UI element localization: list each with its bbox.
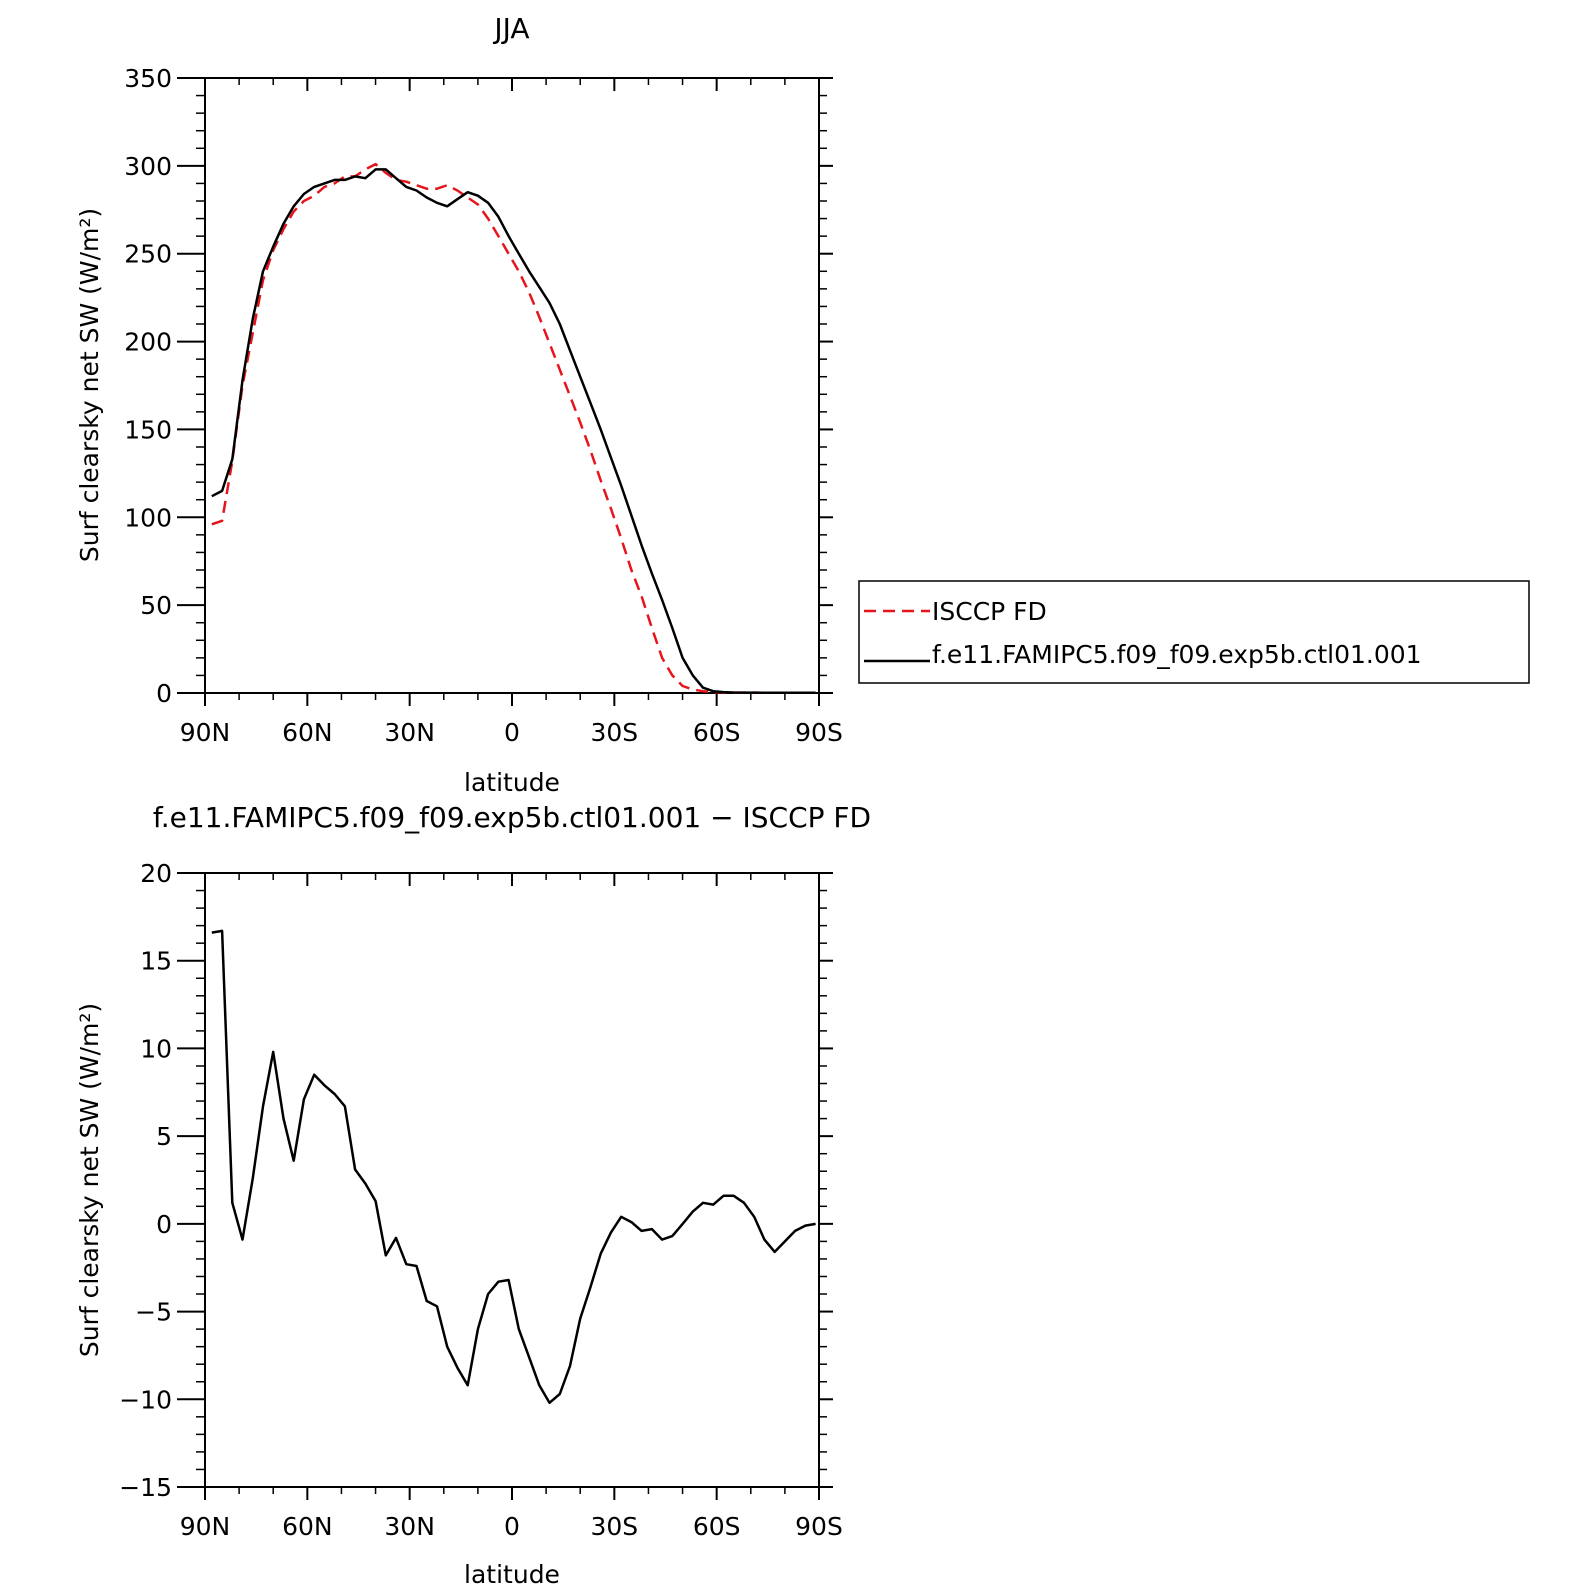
top-x-tick-label: 60S bbox=[693, 718, 741, 747]
top-y-tick-label: 200 bbox=[124, 328, 172, 357]
top-x-tick-label: 0 bbox=[504, 718, 520, 747]
bottom-x-tick-label: 90N bbox=[180, 1512, 231, 1541]
top-x-axis-label: latitude bbox=[464, 768, 560, 797]
bottom-y-tick-label: −10 bbox=[119, 1385, 172, 1414]
top-y-tick-label: 100 bbox=[124, 503, 172, 532]
top-y-tick-label: 150 bbox=[124, 415, 172, 444]
top-x-tick-label: 60N bbox=[282, 718, 333, 747]
top-x-tick-label: 30N bbox=[384, 718, 435, 747]
top-y-tick-label: 350 bbox=[124, 64, 172, 93]
top-axis-ticks: 90N 60N 30N 0 30S 60S 90S 0 50 100 150 200 250 300 350 bbox=[124, 64, 843, 747]
top-y-tick-label: 250 bbox=[124, 240, 172, 269]
bottom-axis-ticks: 90N 60N 30N 0 30S 60S 90S −15 −10 −5 0 5 10 15 20 bbox=[119, 859, 843, 1541]
bottom-x-axis-label: latitude bbox=[464, 1560, 560, 1585]
bottom-series-line-0 bbox=[211, 929, 816, 1405]
top-series-lines bbox=[211, 162, 816, 695]
legend-entry-isccp: ISCCP FD bbox=[932, 597, 1047, 626]
legend-box bbox=[858, 580, 1530, 684]
top-y-tick-label: 0 bbox=[156, 679, 172, 708]
bottom-y-tick-label: 10 bbox=[140, 1034, 172, 1063]
top-y-tick-label: 50 bbox=[140, 591, 172, 620]
legend: ISCCP FD f.e11.FAMIPC5.f09_f09.exp5b.ctl… bbox=[858, 580, 1530, 684]
legend-entry-model: f.e11.FAMIPC5.f09_f09.exp5b.ctl01.001 bbox=[932, 640, 1422, 669]
bottom-y-axis-label: Surf clearsky net SW (W/m²) bbox=[75, 1003, 104, 1357]
top-chart-title: JJA bbox=[492, 12, 529, 45]
bottom-y-tick-label: 15 bbox=[140, 947, 172, 976]
top-y-tick-label: 300 bbox=[124, 152, 172, 181]
bottom-y-tick-label: 5 bbox=[156, 1122, 172, 1151]
bottom-panel: f.e11.FAMIPC5.f09_f09.exp5b.ctl01.001 − … bbox=[75, 801, 871, 1585]
top-x-tick-label: 30S bbox=[590, 718, 638, 747]
top-x-tick-label: 90S bbox=[795, 718, 843, 747]
top-x-tick-label: 90N bbox=[180, 718, 231, 747]
bottom-x-tick-label: 60N bbox=[282, 1512, 333, 1541]
bottom-x-tick-label: 60S bbox=[693, 1512, 741, 1541]
bottom-y-tick-label: 0 bbox=[156, 1210, 172, 1239]
top-y-axis-label: Surf clearsky net SW (W/m²) bbox=[75, 208, 104, 562]
bottom-x-tick-label: 30N bbox=[384, 1512, 435, 1541]
top-plot-frame bbox=[204, 77, 820, 694]
bottom-x-tick-label: 0 bbox=[504, 1512, 520, 1541]
bottom-y-tick-label: −5 bbox=[135, 1298, 172, 1327]
bottom-y-tick-label: −15 bbox=[119, 1473, 172, 1502]
top-panel: JJA 90N 60N 30N 0 30S 60S 90S 0 50 100 150 200 250 30… bbox=[75, 12, 843, 797]
top-series-line-1 bbox=[211, 168, 816, 695]
bottom-series-lines bbox=[211, 929, 816, 1405]
bottom-y-tick-label: 20 bbox=[140, 859, 172, 888]
bottom-chart-title: f.e11.FAMIPC5.f09_f09.exp5b.ctl01.001 − … bbox=[153, 801, 871, 834]
bottom-x-tick-label: 90S bbox=[795, 1512, 843, 1541]
bottom-plot-frame bbox=[204, 872, 820, 1488]
bottom-x-tick-label: 30S bbox=[590, 1512, 638, 1541]
